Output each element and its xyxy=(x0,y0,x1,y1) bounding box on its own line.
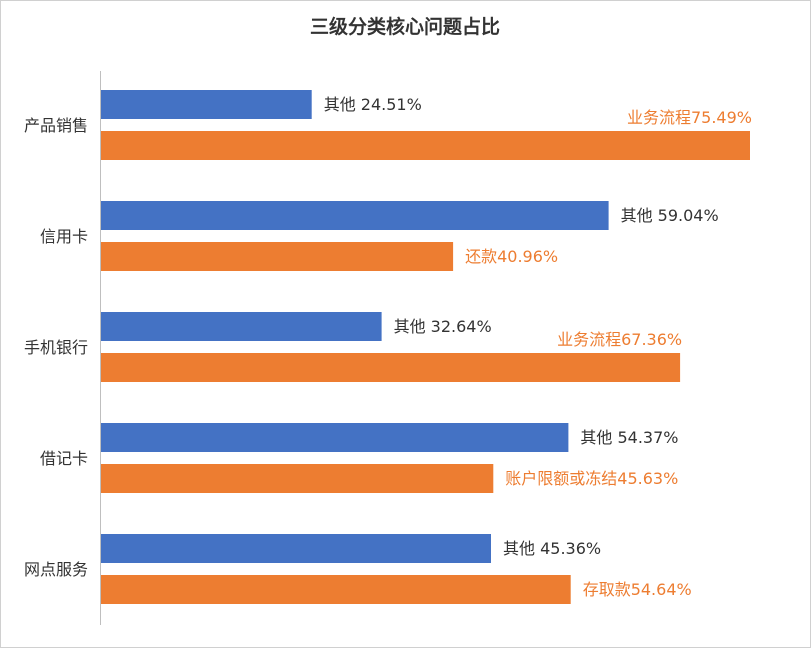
category-label: 手机银行 xyxy=(24,338,88,357)
data-label: 还款40.96% xyxy=(465,247,558,266)
data-label: 其他 59.04% xyxy=(621,206,719,225)
bar-other xyxy=(101,534,491,563)
data-label: 业务流程67.36% xyxy=(557,330,682,349)
bar-core-issue xyxy=(101,353,681,382)
data-label: 业务流程75.49% xyxy=(627,108,752,127)
bar-other xyxy=(101,312,382,341)
category-group-1: 信用卡 其他 59.04% 还款40.96% xyxy=(40,201,719,271)
bar-core-issue xyxy=(101,242,454,271)
category-group-2: 手机银行 其他 32.64% 业务流程67.36% xyxy=(24,312,682,382)
data-label: 其他 32.64% xyxy=(394,317,492,336)
bars-layer: 产品销售 其他 24.51% 业务流程75.49% 信用卡 其他 59.04% 还款40.… xyxy=(24,90,752,604)
data-label: 其他 45.36% xyxy=(503,539,601,558)
bar-other xyxy=(101,423,569,452)
bar-core-issue xyxy=(101,131,750,160)
category-group-4: 网点服务 其他 45.36% 存取款54.64% xyxy=(24,534,692,604)
bar-core-issue xyxy=(101,464,494,493)
category-label: 借记卡 xyxy=(40,449,88,468)
category-group-0: 产品销售 其他 24.51% 业务流程75.49% xyxy=(24,90,752,160)
bar-core-issue xyxy=(101,575,571,604)
chart-title: 三级分类核心问题占比 xyxy=(310,15,500,38)
data-label: 其他 24.51% xyxy=(324,95,422,114)
data-label: 账户限额或冻结45.63% xyxy=(505,469,678,488)
bar-other xyxy=(101,201,609,230)
data-label: 其他 54.37% xyxy=(580,428,678,447)
data-label: 存取款54.64% xyxy=(583,580,692,599)
category-label: 信用卡 xyxy=(40,227,88,246)
category-label: 网点服务 xyxy=(24,560,88,579)
category-label: 产品销售 xyxy=(24,116,88,135)
bar-other xyxy=(101,90,312,119)
category-group-3: 借记卡 其他 54.37% 账户限额或冻结45.63% xyxy=(40,423,679,493)
